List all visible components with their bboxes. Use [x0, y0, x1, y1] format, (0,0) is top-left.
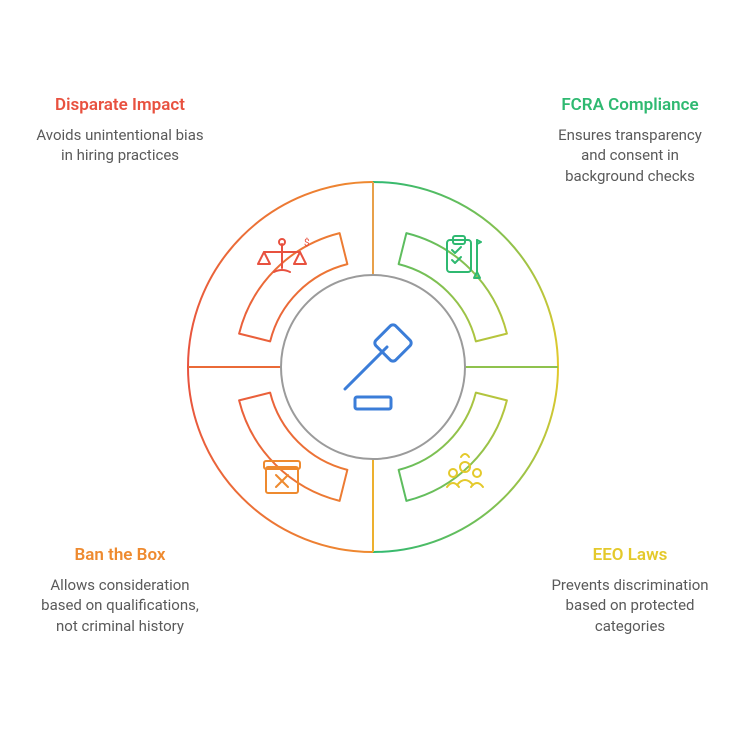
label-title: Disparate Impact: [35, 95, 205, 115]
center-circle: [281, 275, 465, 459]
label-desc: Ensures transparency and consent in back…: [545, 125, 715, 186]
label-desc: Allows consideration based on qualificat…: [35, 575, 205, 636]
label-desc: Avoids unintentional bias in hiring prac…: [35, 125, 205, 166]
box-icon: [264, 461, 300, 493]
label-disparate: Disparate Impact Avoids unintentional bia…: [35, 95, 205, 166]
label-banbox: Ban the Box Allows consideration based on…: [35, 545, 205, 636]
label-desc: Prevents discrimination based on protect…: [545, 575, 715, 636]
label-title: Ban the Box: [35, 545, 205, 565]
label-eeo: EEO Laws Prevents discrimination based on…: [545, 545, 715, 636]
svg-text:$: $: [304, 236, 310, 249]
label-title: FCRA Compliance: [545, 95, 715, 115]
clipboard-icon: [447, 236, 481, 278]
scales-icon: $: [258, 236, 310, 272]
label-title: EEO Laws: [545, 545, 715, 565]
label-fcra: FCRA Compliance Ensures transparency and …: [545, 95, 715, 186]
